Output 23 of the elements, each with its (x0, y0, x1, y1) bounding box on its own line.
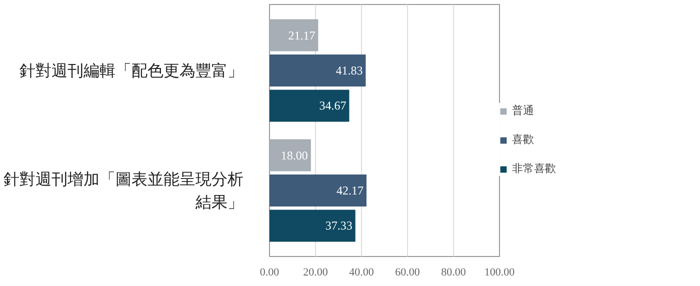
legend-label: 喜歡 (512, 132, 534, 147)
text: 18.00 (280, 148, 308, 162)
x-tick-label: 60.00 (395, 266, 420, 278)
x-tick-label: 20.00 (303, 266, 328, 278)
x-tick-label: 100.00 (484, 266, 516, 278)
text: 41.83 (336, 64, 363, 78)
x-tick-label: 40.00 (349, 266, 374, 278)
legend-label: 普通 (512, 103, 534, 118)
legend-label: 非常喜歡 (512, 161, 556, 176)
bar (270, 90, 350, 122)
bar (270, 210, 356, 242)
bar (270, 139, 311, 172)
text: 34.67 (319, 98, 346, 113)
text: 37.33 (325, 218, 352, 233)
y-tick-label: 針對週刊編輯「配色更為豐富」 (20, 61, 244, 80)
y-tick-label: 針對週刊增加「圖表並能呈現分析結果」 (4, 170, 244, 212)
x-tick-label: 80.00 (441, 266, 466, 278)
bar (270, 19, 318, 52)
text: 21.17 (288, 28, 316, 42)
bar (270, 54, 366, 86)
text: 42.17 (336, 184, 364, 198)
bar (270, 174, 366, 206)
x-tick-label: 0.00 (260, 266, 280, 278)
